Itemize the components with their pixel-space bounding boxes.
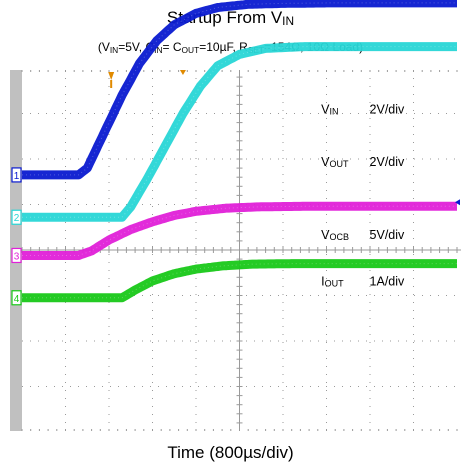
trace-noise-vout	[22, 46, 457, 218]
trace-iout	[19, 259, 460, 303]
chart-title-sub: IN	[282, 14, 295, 28]
subtitle-part-1: (V	[97, 40, 110, 54]
trigger-position-icon	[108, 72, 115, 80]
plot-traces	[19, 0, 460, 303]
channel-marker-number: 4	[14, 294, 20, 305]
channel-marker-box	[11, 209, 22, 225]
trace-noise-vin	[22, 2, 457, 176]
trigger-delay-icon	[179, 70, 186, 75]
channel-marker-box	[11, 167, 22, 183]
trace-scale-vocb: 5V/div	[370, 228, 405, 242]
channel-marker-number: 1	[14, 171, 20, 182]
channel-marker-1: 1	[11, 167, 22, 183]
channel-marker-box	[11, 247, 22, 264]
channel-marker-4: 4	[11, 290, 22, 306]
trace-vin	[19, 0, 460, 180]
trace-vout	[19, 42, 460, 222]
trace-vocb	[19, 201, 460, 260]
trace-scale-vin: 2V/div	[370, 103, 405, 117]
x-axis-label: Time (800µs/div)	[167, 443, 294, 462]
channel-markers: 1 2 3 4	[11, 70, 460, 306]
channel-marker-number: 2	[14, 213, 20, 224]
trace-label-vin: VIN	[321, 103, 338, 117]
subtitle-part-3: = C	[162, 40, 182, 54]
channel-marker-2: 2	[11, 209, 22, 225]
subtitle-sub-1: IN	[109, 45, 119, 55]
channel-marker-number: 3	[14, 251, 20, 262]
subtitle-sub-2: IN	[154, 45, 163, 55]
trigger-level-icon	[455, 199, 460, 206]
subtitle-part-4: =10µF, R	[199, 40, 248, 54]
trace-noise-iout	[22, 263, 457, 299]
trace-label-iout: IOUT	[321, 274, 344, 288]
channel-marker-3: 3	[11, 247, 22, 264]
trace-scale-vout: 2V/div	[370, 155, 405, 169]
trace-label-vocb: VOCB	[321, 228, 349, 242]
trace-scale-iout: 1A/div	[370, 274, 405, 288]
trace-label-vout: VOUT	[321, 155, 349, 169]
trace-labels: VIN 2V/div VOUT 2V/div VOCB 5V/div IOUT 1A/div	[321, 103, 405, 289]
channel-marker-box	[11, 290, 22, 306]
subtitle-sub-3: OUT	[181, 45, 200, 55]
